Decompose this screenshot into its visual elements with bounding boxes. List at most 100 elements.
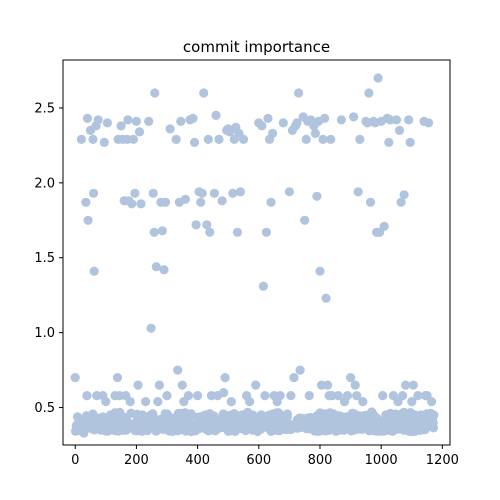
data-point xyxy=(180,194,190,204)
data-point xyxy=(342,391,353,401)
data-point xyxy=(322,416,332,426)
x-tick-label: 800 xyxy=(308,453,333,468)
y-tick-label: 2.5 xyxy=(34,101,55,116)
data-point xyxy=(264,410,274,420)
data-point xyxy=(157,226,167,236)
data-point xyxy=(225,422,235,432)
data-point xyxy=(183,391,193,401)
data-point xyxy=(164,425,174,435)
data-point xyxy=(144,116,154,126)
data-point xyxy=(404,115,414,125)
data-point xyxy=(211,110,221,120)
data-point xyxy=(82,113,93,123)
data-points xyxy=(70,73,439,438)
data-point xyxy=(238,418,248,428)
data-point xyxy=(262,418,272,428)
data-point xyxy=(378,391,388,401)
data-point xyxy=(257,121,267,131)
data-point xyxy=(102,118,112,128)
data-point xyxy=(128,134,138,144)
data-point xyxy=(177,380,187,390)
data-point xyxy=(95,417,105,428)
data-point xyxy=(275,391,285,401)
y-tick-label: 1.0 xyxy=(34,326,55,341)
data-point xyxy=(349,409,359,419)
data-point xyxy=(424,118,434,128)
data-point xyxy=(312,191,322,201)
data-point xyxy=(323,380,333,390)
data-point xyxy=(88,409,98,419)
data-point xyxy=(272,425,282,435)
data-point xyxy=(219,388,229,398)
y-tick-label: 2.0 xyxy=(34,176,55,191)
data-point xyxy=(228,188,238,198)
chart-title: commit importance xyxy=(183,38,330,56)
data-point xyxy=(373,73,383,83)
data-point xyxy=(89,266,99,276)
data-point xyxy=(251,380,261,390)
data-point xyxy=(398,391,408,401)
plot-area-frame xyxy=(62,59,451,446)
data-point xyxy=(81,197,91,207)
x-tick-label: 1200 xyxy=(426,453,459,468)
data-point xyxy=(154,380,164,390)
data-point xyxy=(176,408,186,418)
data-point xyxy=(115,412,125,422)
data-point xyxy=(310,128,320,138)
data-point xyxy=(168,417,178,428)
data-point xyxy=(405,137,415,147)
x-tick-label: 200 xyxy=(124,453,149,468)
data-point xyxy=(345,423,355,433)
data-point xyxy=(408,380,418,390)
data-point xyxy=(188,113,198,123)
data-point xyxy=(72,412,83,422)
data-point xyxy=(229,409,239,419)
data-point xyxy=(350,380,360,390)
data-point xyxy=(381,410,391,420)
data-point xyxy=(191,220,201,230)
data-point xyxy=(121,423,131,433)
data-point xyxy=(355,134,365,144)
data-point xyxy=(148,188,158,198)
data-point xyxy=(217,196,227,206)
data-point xyxy=(367,410,377,420)
data-point xyxy=(401,380,411,390)
data-point xyxy=(129,419,140,429)
data-point xyxy=(200,410,210,420)
data-point xyxy=(321,293,331,303)
data-point xyxy=(190,426,200,436)
data-point xyxy=(131,116,141,126)
data-point xyxy=(394,125,405,135)
data-point xyxy=(410,426,420,436)
data-point xyxy=(304,391,314,401)
data-point xyxy=(320,113,330,123)
data-point xyxy=(396,197,406,207)
data-point xyxy=(226,397,236,407)
data-point xyxy=(333,391,343,401)
data-point xyxy=(176,116,186,126)
data-point xyxy=(123,115,133,125)
data-point xyxy=(202,220,212,230)
data-point xyxy=(235,187,245,197)
x-tick-label: 1000 xyxy=(365,453,398,468)
data-point xyxy=(93,115,103,125)
data-point xyxy=(353,187,363,197)
data-point xyxy=(294,88,304,98)
data-point xyxy=(130,188,140,198)
data-point xyxy=(358,397,368,407)
data-point xyxy=(326,134,336,144)
data-point xyxy=(79,428,89,438)
data-point xyxy=(146,323,156,333)
data-point xyxy=(419,421,429,431)
data-point xyxy=(209,188,219,198)
data-point xyxy=(149,227,159,237)
data-point xyxy=(151,262,161,272)
data-point xyxy=(105,410,115,420)
data-point xyxy=(391,115,402,125)
data-point xyxy=(136,199,146,209)
data-point xyxy=(268,128,278,138)
data-point xyxy=(296,422,306,432)
data-point xyxy=(389,424,399,434)
data-point xyxy=(284,187,294,197)
